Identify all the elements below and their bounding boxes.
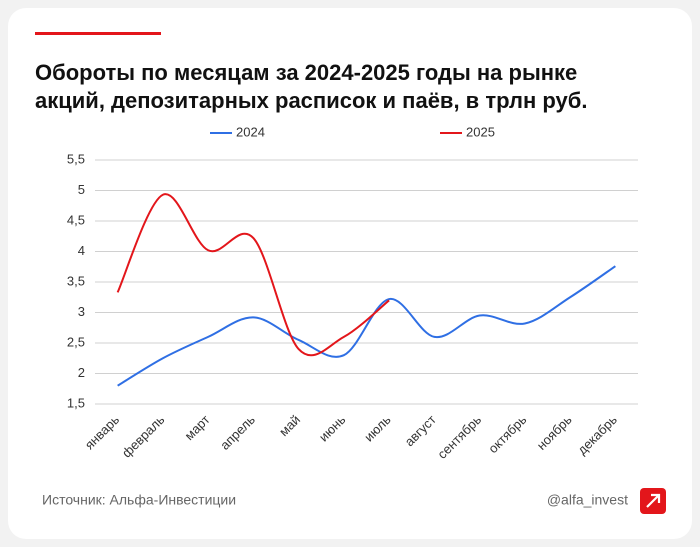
x-tick-label: март [182, 412, 213, 443]
chart: Обороты по месяцам за 2024-2025 годы на … [35, 32, 666, 514]
logo [640, 488, 666, 514]
chart-title: акций, депозитарных расписок и паёв, в т… [35, 88, 587, 113]
x-tick-label: июль [361, 412, 394, 445]
series-line [116, 193, 390, 357]
legend-label: 2024 [236, 124, 265, 139]
y-tick-label: 5 [78, 182, 85, 197]
x-tick-label: октябрь [485, 412, 529, 456]
y-tick-label: 3 [78, 304, 85, 319]
card: Обороты по месяцам за 2024-2025 годы на … [8, 8, 692, 539]
x-tick-label: декабрь [574, 412, 620, 458]
y-tick-label: 2 [78, 365, 85, 380]
x-tick-label: апрель [217, 412, 258, 453]
x-tick-label: ноябрь [534, 412, 575, 453]
source: Источник: Альфа-Инвестиции [42, 492, 236, 508]
y-tick-label: 5,5 [67, 151, 85, 166]
y-tick-label: 1,5 [67, 395, 85, 410]
y-tick-label: 4,5 [67, 212, 85, 227]
legend-label: 2025 [466, 124, 495, 139]
y-tick-label: 3,5 [67, 273, 85, 288]
x-tick-label: май [276, 412, 303, 439]
y-tick-label: 2,5 [67, 334, 85, 349]
x-tick-label: февраль [119, 412, 168, 461]
y-tick-label: 4 [78, 243, 85, 258]
x-tick-label: июнь [316, 412, 349, 445]
x-tick-label: январь [82, 412, 123, 453]
series-line [117, 265, 616, 387]
handle: @alfa_invest [547, 492, 628, 508]
x-tick-label: сентябрь [434, 412, 484, 462]
x-tick-label: август [402, 412, 439, 449]
chart-title: Обороты по месяцам за 2024-2025 годы на … [35, 60, 577, 85]
accent-bar [35, 32, 161, 35]
